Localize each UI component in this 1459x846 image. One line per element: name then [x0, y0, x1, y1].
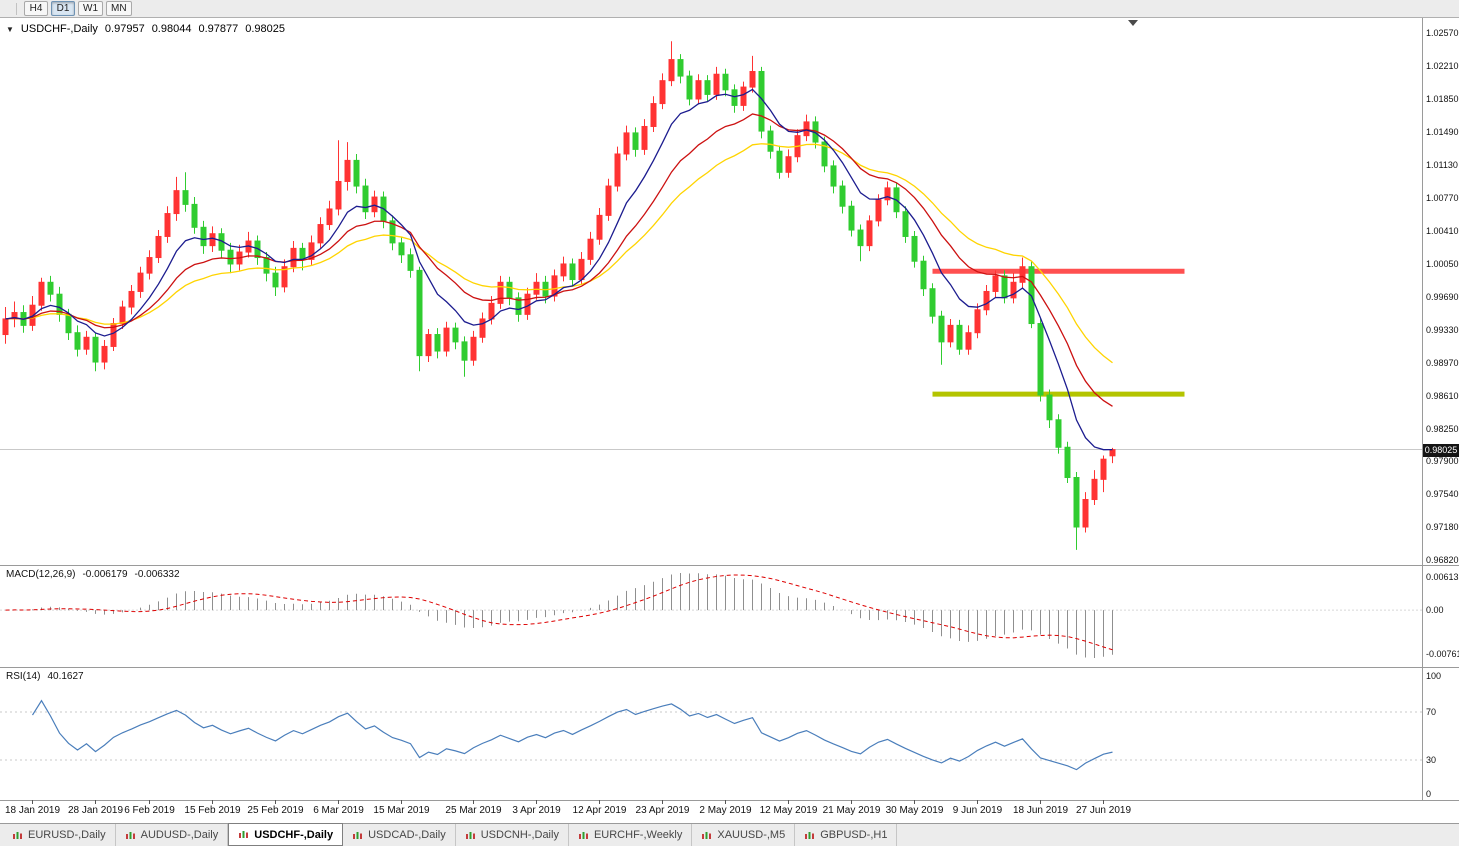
chart-tab-label: EURCHF-,Weekly — [593, 829, 683, 841]
price-axis-label: 0.97540 — [1426, 489, 1459, 499]
rsi-axis-label: 100 — [1426, 671, 1442, 681]
timeframe-button-h4[interactable]: H4 — [24, 1, 48, 16]
toolbar-grip — [16, 2, 17, 15]
ma-mid-line — [5, 113, 1113, 407]
one-click-trading-icon[interactable]: ▼ — [6, 24, 14, 34]
chart-tabs: EURUSD-,Daily AUDUSD-,Daily USDCHF-,Daily U… — [3, 823, 898, 846]
rsi-line — [31, 699, 1113, 771]
price-axis-label: 0.98250 — [1426, 423, 1459, 434]
ohlc-close: 0.98025 — [245, 23, 285, 35]
ohlc-high: 0.98044 — [151, 23, 192, 35]
rsi-axis-label: 30 — [1426, 755, 1437, 765]
date-axis-label: 9 Jun 2019 — [952, 805, 1003, 816]
date-axis-label: 2 May 2019 — [699, 805, 752, 816]
ohlc-open: 0.97957 — [104, 23, 145, 35]
chart-canvas[interactable] — [0, 0, 1459, 823]
chart-tab-usdchf-daily[interactable]: USDCHF-,Daily — [228, 823, 344, 846]
chart-tab-eurchf-weekly[interactable]: EURCHF-,Weekly — [568, 824, 693, 846]
candlestick-chart-icon — [352, 831, 363, 840]
timeframe-button-group: H4 D1 W1 MN — [24, 1, 135, 16]
date-axis-label: 27 Jun 2019 — [1075, 805, 1132, 816]
chart-symbol-label: USDCHF-,Daily — [20, 23, 98, 35]
chart-tab-usdcad-daily[interactable]: USDCAD-,Daily — [343, 824, 456, 846]
price-axis-label: 0.97180 — [1426, 522, 1459, 532]
date-axis-label: 6 Mar 2019 — [313, 805, 364, 816]
price-axis-label: 0.98610 — [1426, 390, 1459, 401]
price-axis-label: 1.00050 — [1426, 258, 1459, 269]
ma-fast-line — [5, 88, 1113, 451]
price-axis-label: 1.00770 — [1426, 192, 1459, 203]
macd-main-value: -0.006179 — [82, 569, 128, 580]
macd-histogram — [14, 573, 1113, 658]
rsi-axis-label: 70 — [1426, 707, 1437, 717]
price-axis-label: 0.99690 — [1426, 291, 1459, 302]
macd-axis-label: -0.00761 — [1426, 649, 1459, 659]
date-axis-label: 21 May 2019 — [822, 805, 881, 816]
candlestick-chart-icon — [125, 831, 136, 840]
candlestick-chart-icon — [465, 831, 476, 840]
last-price-badge: 0.98025 — [1423, 443, 1459, 457]
chart-tab-label: AUDUSD-,Daily — [140, 829, 219, 841]
timeframe-toolbar: H4 D1 W1 MN — [0, 0, 1459, 18]
date-axis-label: 12 Apr 2019 — [572, 805, 627, 816]
price-axis-label: 1.00410 — [1426, 225, 1459, 236]
macd-signal-line — [5, 574, 1113, 651]
rsi-name: RSI(14) — [6, 671, 41, 682]
candlestick-chart-icon — [578, 831, 589, 840]
candlestick-chart-icon — [12, 831, 23, 840]
chart-shift-marker[interactable] — [1128, 20, 1138, 26]
date-axis-label: 18 Jan 2019 — [4, 805, 61, 816]
ma-slow-line — [5, 143, 1113, 364]
date-axis-label: 15 Feb 2019 — [184, 805, 241, 816]
rsi-indicator-label: RSI(14) 40.1627 — [6, 671, 84, 682]
date-axis-label: 12 May 2019 — [759, 805, 818, 816]
price-axis-label: 0.98970 — [1426, 357, 1459, 368]
price-axis-label: 1.02210 — [1426, 60, 1459, 71]
rsi-axis-label: 0 — [1426, 789, 1432, 799]
macd-axis-label: 0.00613 — [1426, 572, 1459, 582]
price-axis-label: 0.97900 — [1426, 456, 1459, 467]
date-axis-label: 23 Apr 2019 — [635, 805, 690, 816]
chart-tab-usdcnh-daily[interactable]: USDCNH-,Daily — [455, 824, 569, 846]
date-axis-label: 30 May 2019 — [885, 805, 944, 816]
candles — [2, 41, 1116, 550]
chart-tab-label: XAUUSD-,M5 — [717, 829, 786, 841]
chart-tab-label: USDCHF-,Daily — [254, 828, 334, 841]
chart-tab-label: GBPUSD-,H1 — [820, 829, 888, 841]
macd-axis-label: 0.00 — [1426, 605, 1444, 616]
date-axis-label: 28 Jan 2019 — [67, 805, 124, 816]
rsi-value: 40.1627 — [47, 671, 84, 682]
chart-tab-gbpusd-h1[interactable]: GBPUSD-,H1 — [795, 824, 898, 846]
timeframe-button-w1[interactable]: W1 — [78, 1, 103, 16]
price-axis-label: 0.96820 — [1426, 555, 1459, 565]
chart-tab-label: EURUSD-,Daily — [28, 829, 106, 841]
timeframe-button-d1[interactable]: D1 — [51, 1, 75, 16]
chart-tab-eurusd-daily[interactable]: EURUSD-,Daily — [3, 824, 116, 846]
macd-signal-value: -0.006332 — [134, 569, 180, 580]
date-axis-label: 18 Jun 2019 — [1012, 805, 1069, 816]
chart-tab-label: USDCNH-,Daily — [480, 829, 559, 841]
date-axis-label: 6 Feb 2019 — [124, 805, 175, 816]
chart-tab-label: USDCAD-,Daily — [368, 829, 446, 841]
timeframe-button-mn[interactable]: MN — [106, 1, 132, 16]
candlestick-chart-icon — [804, 831, 815, 840]
chart-tab-audusd-daily[interactable]: AUDUSD-,Daily — [115, 824, 229, 846]
price-axis-label: 1.01130 — [1426, 159, 1458, 170]
price-axis-label: 1.01490 — [1426, 126, 1459, 137]
price-axis-label: 0.99330 — [1426, 324, 1459, 335]
ohlc-low: 0.97877 — [198, 23, 239, 35]
chart-tab-xauusd-m5[interactable]: XAUUSD-,M5 — [692, 824, 796, 846]
date-axis-label: 3 Apr 2019 — [512, 805, 561, 816]
macd-indicator-label: MACD(12,26,9) -0.006179 -0.006332 — [6, 569, 180, 580]
macd-name: MACD(12,26,9) — [6, 569, 76, 580]
candlestick-chart-icon — [701, 831, 712, 840]
date-axis-label: 25 Mar 2019 — [445, 805, 502, 816]
price-axis-label: 1.01850 — [1426, 93, 1459, 104]
chart-tab-bar: EURUSD-,Daily AUDUSD-,Daily USDCHF-,Daily U… — [0, 823, 1459, 846]
price-axis-label: 1.02570 — [1426, 28, 1459, 38]
chart-title: ▼ USDCHF-,Daily 0.97957 0.98044 0.97877 … — [6, 23, 285, 35]
date-axis-label: 25 Feb 2019 — [247, 805, 304, 816]
date-axis-label: 15 Mar 2019 — [373, 805, 430, 816]
candlestick-chart-icon — [238, 830, 249, 839]
